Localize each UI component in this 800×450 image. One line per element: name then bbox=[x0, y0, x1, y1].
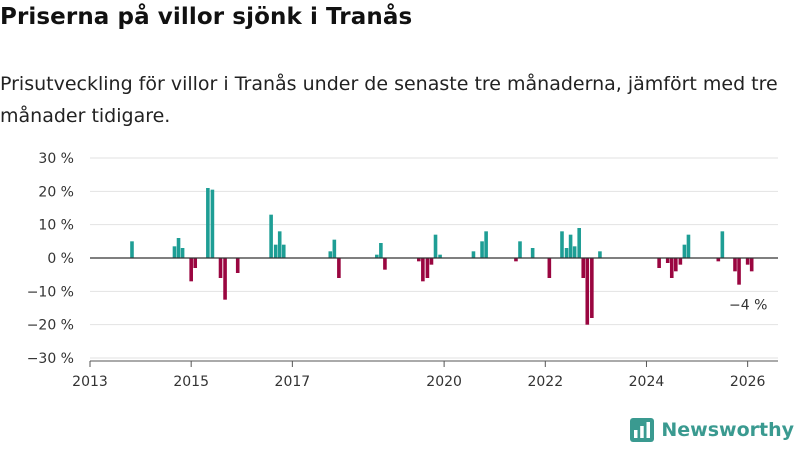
bar-negative bbox=[193, 258, 198, 268]
bar-negative bbox=[716, 258, 721, 262]
bar-negative bbox=[665, 258, 670, 263]
labels: 30 % 20 % 10 % 0 % −10 % −20 % −30 % 2013 2015 20… bbox=[27, 151, 768, 390]
y-tick-label: −10 % bbox=[27, 284, 74, 300]
bar-negative bbox=[657, 258, 661, 268]
bar-positive bbox=[277, 231, 282, 258]
bar-positive bbox=[484, 231, 488, 258]
bar-negative bbox=[189, 258, 193, 282]
bar-positive bbox=[568, 234, 573, 258]
bar-positive bbox=[438, 254, 442, 258]
bar-negative bbox=[337, 258, 341, 278]
bar-positive bbox=[682, 244, 687, 258]
chart-title: Priserna på villor sjönk i Tranås bbox=[0, 4, 413, 30]
bar-negative bbox=[749, 258, 754, 272]
bar-positive bbox=[518, 241, 522, 258]
bar-positive bbox=[375, 254, 379, 258]
x-tick-label: 2013 bbox=[72, 374, 108, 390]
y-tick-label: −20 % bbox=[27, 318, 74, 334]
chart-subtitle: Prisutveckling för villor i Tranås under… bbox=[0, 73, 778, 127]
x-tick-label: 2024 bbox=[629, 374, 665, 390]
bar-negative bbox=[669, 258, 674, 278]
bar-positive bbox=[281, 244, 286, 258]
footer-branding: Newsworthy bbox=[630, 418, 794, 442]
bar-negative bbox=[678, 258, 683, 265]
y-tick-label: 10 % bbox=[38, 218, 74, 234]
bar-negative bbox=[218, 258, 223, 278]
y-tick-label: 30 % bbox=[38, 151, 74, 167]
bar-positive bbox=[598, 251, 602, 258]
bar-positive bbox=[180, 248, 185, 258]
bar-positive bbox=[560, 231, 564, 258]
bars bbox=[130, 188, 754, 325]
bar-positive bbox=[206, 188, 210, 258]
bar-positive bbox=[480, 241, 484, 258]
bar-negative bbox=[425, 258, 430, 278]
bar-negative bbox=[429, 258, 434, 265]
bar-negative bbox=[547, 258, 552, 278]
bar-positive bbox=[172, 246, 177, 258]
bar-negative bbox=[585, 258, 590, 325]
bar-negative bbox=[737, 258, 741, 285]
bar-positive bbox=[332, 239, 337, 258]
bar-negative bbox=[383, 258, 387, 270]
bar-positive bbox=[328, 251, 333, 258]
bar-positive bbox=[572, 246, 577, 258]
bar-positive bbox=[269, 214, 273, 258]
bar-positive bbox=[210, 189, 215, 258]
bar-positive bbox=[176, 238, 181, 258]
bar-negative bbox=[733, 258, 737, 272]
bar-positive bbox=[471, 251, 476, 258]
bar-positive bbox=[379, 243, 383, 258]
y-tick-label: −30 % bbox=[27, 351, 74, 367]
bar-positive bbox=[686, 234, 691, 258]
y-tick-label: 20 % bbox=[38, 184, 74, 200]
bar-chart-icon bbox=[630, 418, 655, 442]
bar-negative bbox=[223, 258, 227, 300]
bar-positive bbox=[720, 231, 725, 258]
axes bbox=[89, 257, 778, 367]
brand-name: Newsworthy bbox=[661, 419, 794, 441]
bar-positive bbox=[530, 248, 535, 258]
bar-positive bbox=[577, 228, 581, 258]
latest-value-annotation: −4 % bbox=[729, 297, 767, 313]
bar-negative bbox=[514, 258, 518, 262]
bar-positive bbox=[130, 241, 134, 258]
bar-negative bbox=[590, 258, 594, 318]
bar-negative bbox=[235, 258, 240, 273]
bar-negative bbox=[674, 258, 678, 272]
bar-positive bbox=[273, 244, 278, 258]
y-tick-label: 0 % bbox=[47, 251, 74, 267]
bar-positive bbox=[564, 248, 569, 258]
bar-negative bbox=[581, 258, 586, 278]
grid-lines bbox=[90, 157, 778, 359]
x-tick-label: 2017 bbox=[275, 374, 311, 390]
x-tick-label: 2020 bbox=[426, 374, 462, 390]
x-tick-label: 2026 bbox=[730, 374, 766, 390]
bar-negative bbox=[421, 258, 425, 282]
bar-negative bbox=[417, 258, 421, 262]
x-tick-label: 2022 bbox=[527, 374, 563, 390]
bar-negative bbox=[745, 258, 750, 265]
bar-positive bbox=[433, 234, 438, 258]
x-tick-label: 2015 bbox=[173, 374, 209, 390]
